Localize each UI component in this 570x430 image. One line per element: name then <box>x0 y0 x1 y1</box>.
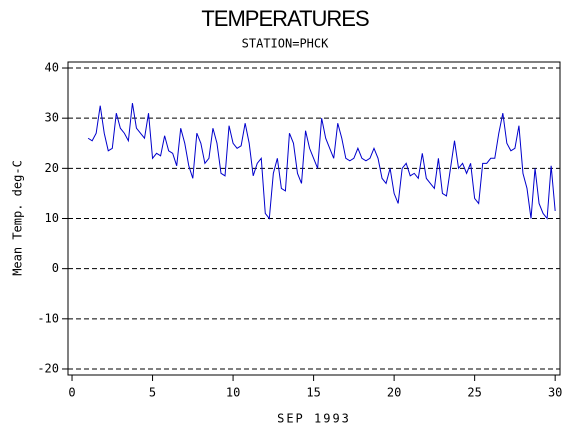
x-tick-label: 5 <box>149 386 156 400</box>
x-tick-label: 15 <box>306 386 320 400</box>
y-tick-label: 10 <box>45 211 59 225</box>
x-axis-label: SEP 1993 <box>277 412 351 426</box>
y-tick-label: 40 <box>45 61 59 75</box>
y-tick-label: -10 <box>37 311 59 325</box>
y-tick-label: 20 <box>45 161 59 175</box>
x-tick-label: 25 <box>467 386 481 400</box>
x-tick-label: 20 <box>387 386 401 400</box>
temperature-line <box>87 103 556 220</box>
y-axis-label: Mean Temp. deg-C <box>11 160 25 276</box>
x-tick-label: 10 <box>226 386 240 400</box>
y-tick-label: 30 <box>45 111 59 125</box>
x-tick-label: 0 <box>68 386 75 400</box>
x-tick-label: 30 <box>548 386 562 400</box>
y-tick-label: 0 <box>52 261 59 275</box>
chart-subtitle: STATION=PHCK <box>242 37 329 51</box>
y-tick-label: -20 <box>37 361 59 375</box>
chart-title: TEMPERATURES <box>201 6 369 31</box>
